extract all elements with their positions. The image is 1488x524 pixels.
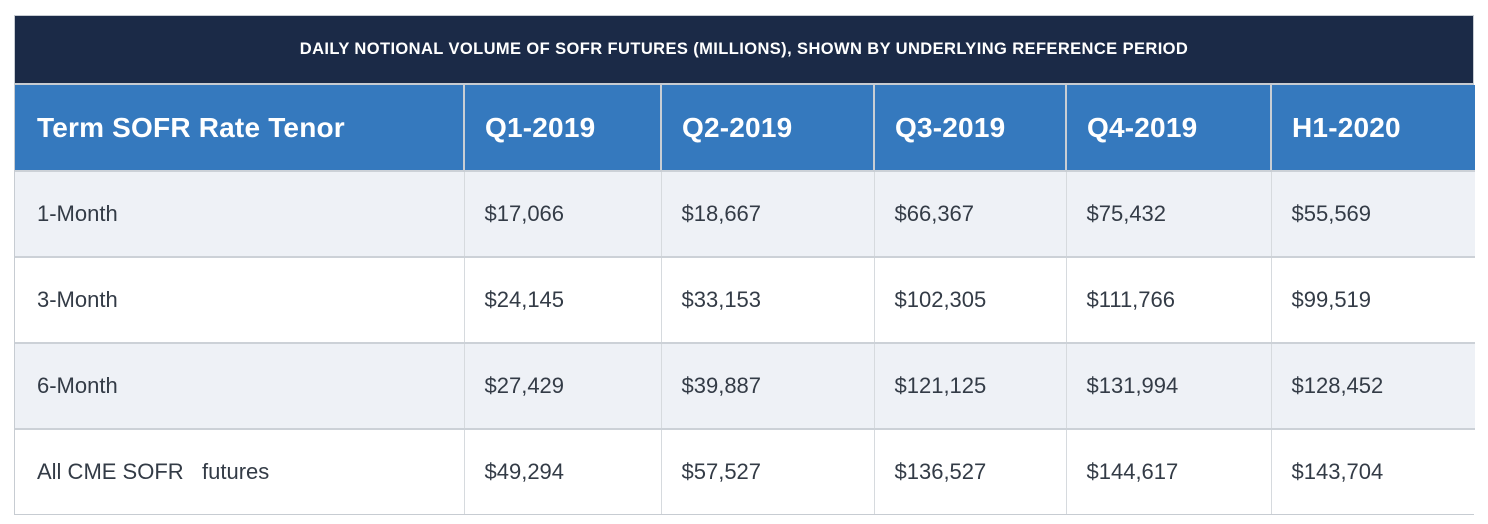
row-tenor: 6-Month [15, 342, 464, 429]
row-tenor: 1-Month [15, 170, 464, 257]
column-header-q3-2019: Q3-2019 [873, 85, 1066, 171]
data-table: Term SOFR Rate Tenor Q1-2019 Q2-2019 Q3-… [15, 85, 1475, 514]
table-row-1-month: 1-Month $17,066 $18,667 $66,367 $75,432 … [15, 170, 1475, 257]
cell-value: $102,305 [873, 256, 1066, 343]
cell-value: $143,704 [1270, 428, 1475, 514]
table-row-all-cme-sofr-futures: All CME SOFR futures $49,294 $57,527 $13… [15, 428, 1475, 514]
column-header-q2-2019: Q2-2019 [660, 85, 874, 171]
sofr-futures-table: DAILY NOTIONAL VOLUME OF SOFR FUTURES (M… [14, 15, 1475, 515]
table-title: DAILY NOTIONAL VOLUME OF SOFR FUTURES (M… [299, 40, 1189, 58]
header-row: Term SOFR Rate Tenor Q1-2019 Q2-2019 Q3-… [15, 85, 1475, 171]
cell-value: $111,766 [1065, 256, 1271, 343]
cell-value: $57,527 [660, 428, 874, 514]
cell-value: $18,667 [660, 170, 874, 257]
cell-value: $99,519 [1270, 256, 1475, 343]
table-title-bar: DAILY NOTIONAL VOLUME OF SOFR FUTURES (M… [15, 16, 1473, 85]
cell-value: $121,125 [873, 342, 1066, 429]
cell-value: $75,432 [1065, 170, 1271, 257]
column-header-tenor: Term SOFR Rate Tenor [15, 85, 464, 171]
column-header-h1-2020: H1-2020 [1270, 85, 1475, 171]
row-tenor: All CME SOFR futures [15, 428, 464, 514]
cell-value: $136,527 [873, 428, 1066, 514]
cell-value: $33,153 [660, 256, 874, 343]
cell-value: $27,429 [463, 342, 661, 429]
cell-value: $131,994 [1065, 342, 1271, 429]
cell-value: $128,452 [1270, 342, 1475, 429]
column-header-q4-2019: Q4-2019 [1065, 85, 1271, 171]
cell-value: $24,145 [463, 256, 661, 343]
cell-value: $49,294 [463, 428, 661, 514]
cell-value: $39,887 [660, 342, 874, 429]
table-row-6-month: 6-Month $27,429 $39,887 $121,125 $131,99… [15, 342, 1475, 429]
cell-value: $66,367 [873, 170, 1066, 257]
table-row-3-month: 3-Month $24,145 $33,153 $102,305 $111,76… [15, 256, 1475, 343]
cell-value: $55,569 [1270, 170, 1475, 257]
column-header-q1-2019: Q1-2019 [463, 85, 661, 171]
row-tenor: 3-Month [15, 256, 464, 343]
cell-value: $17,066 [463, 170, 661, 257]
cell-value: $144,617 [1065, 428, 1271, 514]
